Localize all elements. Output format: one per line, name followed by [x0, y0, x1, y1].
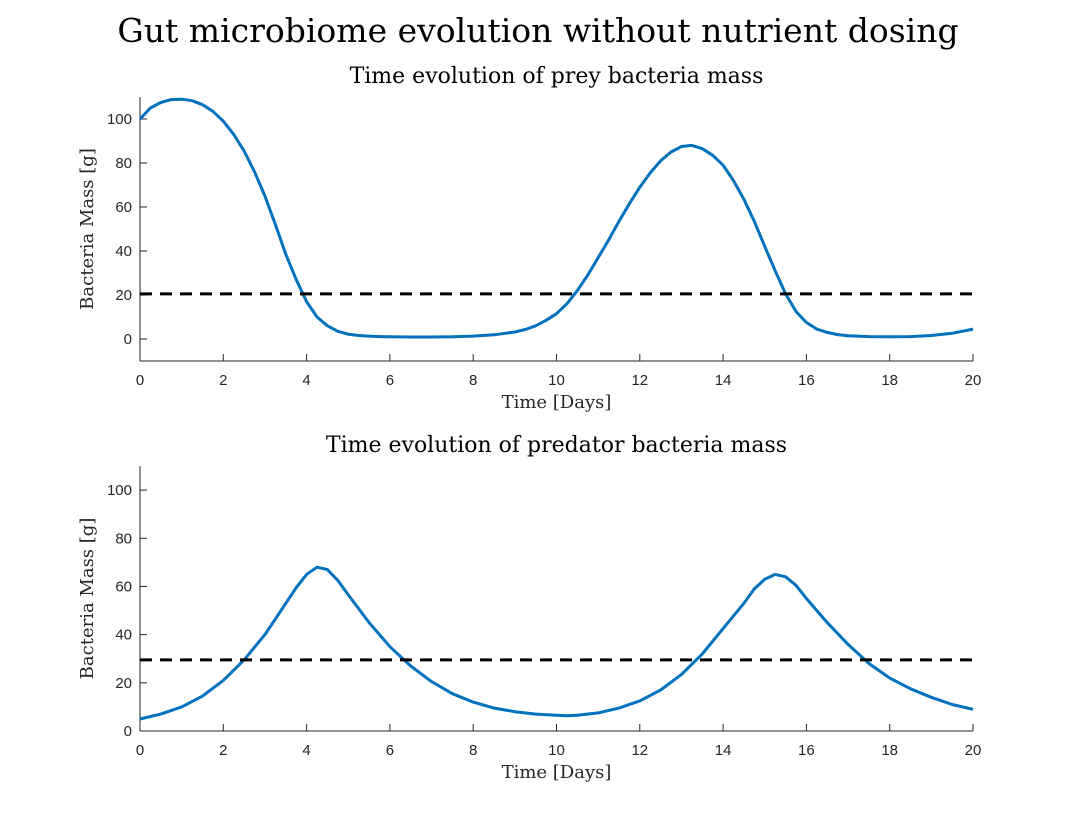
prey-subplot: Time evolution of prey bacteria mass Tim…: [77, 64, 981, 413]
predator-y-tick-label: 60: [115, 578, 132, 595]
prey-x-tick-label: 4: [302, 372, 310, 389]
prey-y-tick-label: 100: [107, 111, 132, 128]
prey-y-axis-label: Bacteria Mass [g]: [77, 148, 98, 310]
prey-y-tick-label: 60: [115, 199, 132, 216]
prey-x-tick-label: 20: [965, 372, 982, 389]
predator-y-axis-label: Bacteria Mass [g]: [77, 518, 98, 680]
predator-x-tick-label: 16: [798, 742, 815, 759]
prey-x-tick-label: 12: [631, 372, 648, 389]
prey-y-tick-label: 0: [124, 331, 132, 348]
prey-x-axis-label: Time [Days]: [502, 392, 612, 413]
prey-x-tick-label: 6: [386, 372, 394, 389]
predator-x-tick-label: 20: [965, 742, 982, 759]
prey-x-tick-label: 8: [469, 372, 477, 389]
prey-x-tick-label: 10: [548, 372, 565, 389]
predator-y-tick-label: 100: [107, 482, 132, 499]
predator-x-tick-label: 0: [136, 742, 144, 759]
predator-x-tick-label: 4: [302, 742, 310, 759]
prey-x-tick-label: 0: [136, 372, 144, 389]
predator-y-tick-label: 80: [115, 530, 132, 547]
prey-x-tick-label: 2: [219, 372, 227, 389]
prey-y-tick-label: 20: [115, 287, 132, 304]
predator-y-tick-label: 40: [115, 627, 132, 644]
predator-x-tick-label: 8: [469, 742, 477, 759]
prey-x-tick-label: 16: [798, 372, 815, 389]
predator-x-tick-label: 2: [219, 742, 227, 759]
predator-y-tick-label: 20: [115, 675, 132, 692]
predator-x-tick-label: 6: [386, 742, 394, 759]
predator-x-axis-label: Time [Days]: [502, 762, 612, 783]
prey-x-tick-label: 18: [881, 372, 898, 389]
predator-mass-series-line: [139, 565, 974, 721]
predator-x-tick-label: 18: [881, 742, 898, 759]
predator-subplot: Time evolution of predator bacteria mass…: [77, 433, 981, 783]
prey-chart-title: Time evolution of prey bacteria mass: [350, 64, 764, 89]
predator-y-tick-label: 0: [124, 723, 132, 740]
figure-suptitle: Gut microbiome evolution without nutrien…: [117, 11, 958, 50]
predator-x-tick-label: 12: [631, 742, 648, 759]
predator-chart-title: Time evolution of predator bacteria mass: [326, 433, 787, 458]
prey-x-tick-label: 14: [715, 372, 732, 389]
prey-mass-series-line: [138, 97, 974, 339]
prey-y-tick-label: 40: [115, 243, 132, 260]
predator-x-tick-label: 14: [715, 742, 732, 759]
prey-y-tick-label: 80: [115, 155, 132, 172]
predator-x-tick-label: 10: [548, 742, 565, 759]
